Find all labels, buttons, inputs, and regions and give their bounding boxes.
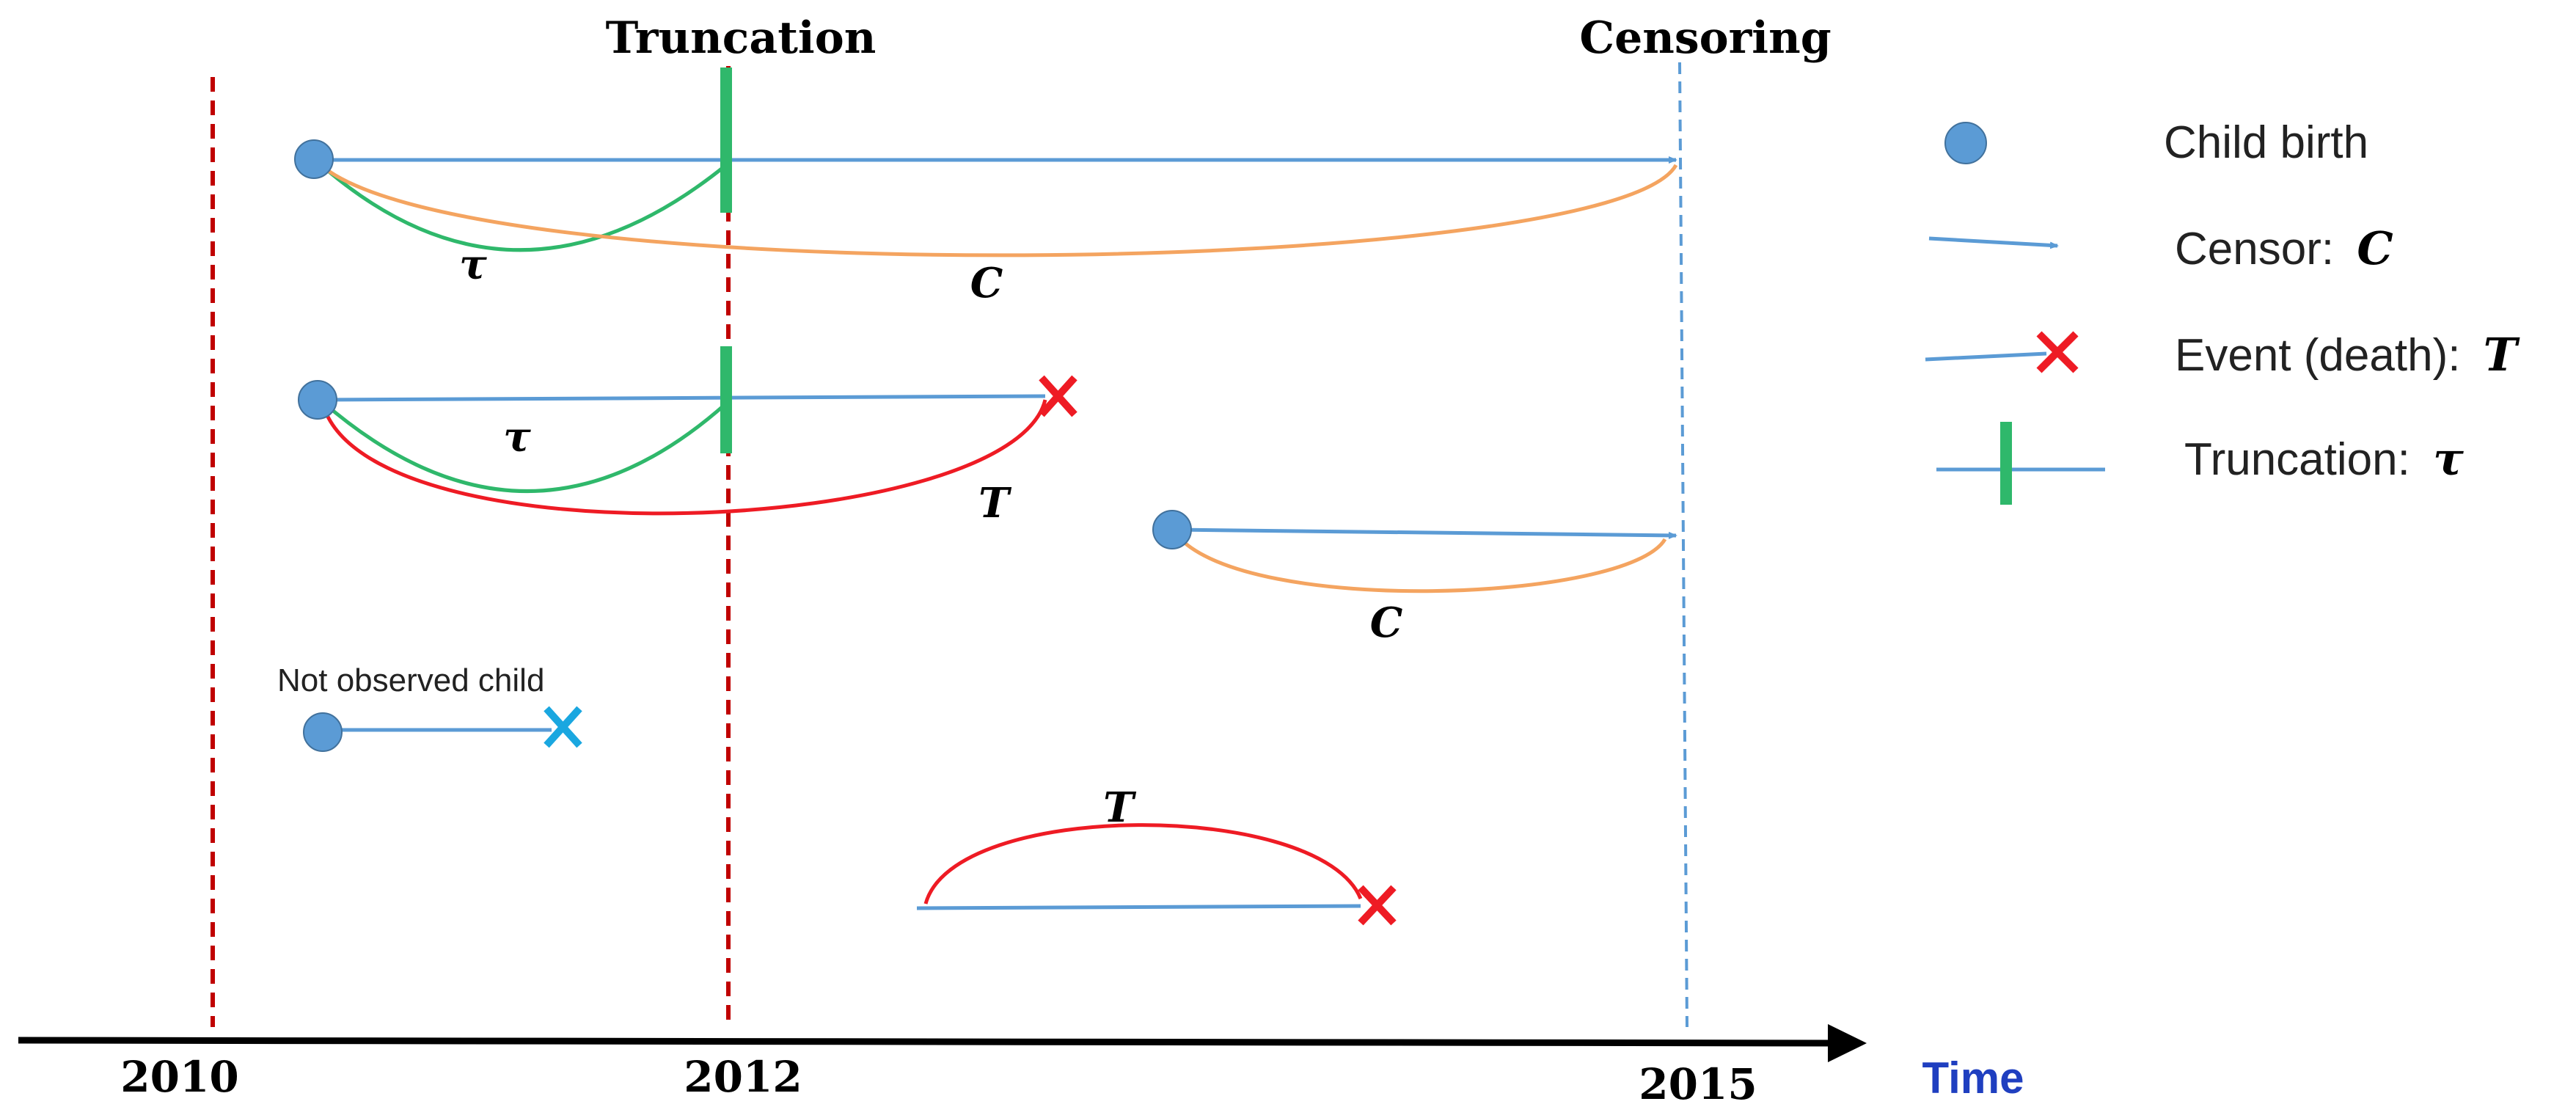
- row2-death-icon: [1039, 375, 1077, 417]
- legend-truncation-symbol: τ: [2433, 432, 2464, 486]
- legend-event-cross-icon: [2036, 331, 2079, 373]
- tick-label-2010: 2010: [120, 1052, 238, 1102]
- legend-birth-icon: [1944, 122, 1987, 164]
- row3-timeline: [1173, 527, 1677, 539]
- row5-death-icon: [1358, 885, 1397, 926]
- row2-t-label: T: [978, 479, 1012, 527]
- row3-censored-child: C: [1152, 510, 1677, 647]
- time-axis-arrowhead: [1828, 1024, 1867, 1062]
- row1-c-label: C: [970, 259, 1003, 307]
- row3-birth-icon: [1152, 510, 1192, 549]
- row3-c-arc: [1176, 534, 1667, 593]
- row1-tau-label: τ: [459, 241, 487, 289]
- row2-birth-icon: [298, 380, 337, 420]
- legend-censor-symbol: C: [2357, 222, 2393, 275]
- row2-tau-arc: [321, 401, 728, 493]
- row1-tau-arc: [314, 158, 728, 252]
- row2-death-child: τ T: [298, 346, 1077, 527]
- time-axis: 2010 2012 2015 Time: [18, 1024, 2024, 1109]
- row4-unobserved-death-icon: [544, 706, 582, 748]
- legend-truncation-label: Truncation: τ: [2184, 432, 2464, 486]
- legend-event-prefix: Event (death):: [2175, 330, 2460, 381]
- not-observed-label: Not observed child: [277, 662, 544, 698]
- legend-truncation-prefix: Truncation:: [2184, 434, 2410, 485]
- censoring-dashed-line: [1678, 62, 1688, 1028]
- legend-censor-arrow-icon: [1928, 236, 2059, 249]
- time-axis-line: [18, 1037, 1845, 1047]
- row5-t-arc: [923, 823, 1363, 905]
- row4-not-observed-child: Not observed child: [277, 662, 582, 752]
- row3-c-label: C: [1370, 599, 1403, 647]
- censoring-header: Censoring: [1579, 12, 1831, 64]
- legend-event-symbol: T: [2484, 328, 2520, 381]
- tick-label-2012: 2012: [684, 1052, 802, 1102]
- row2-t-arc: [321, 399, 1047, 516]
- legend-censor-prefix: Censor:: [2175, 224, 2334, 274]
- legend-child-birth-label: Child birth: [2164, 117, 2368, 168]
- legend-event-line-icon: [1925, 351, 2047, 362]
- truncation-header: Truncation: [606, 12, 877, 64]
- row2-tau-label: τ: [503, 413, 531, 461]
- legend-censor-label: Censor: C: [2175, 222, 2393, 275]
- legend-event-label: Event (death): T: [2175, 328, 2520, 381]
- row4-birth-icon: [303, 712, 343, 752]
- row1-c-arc: [314, 158, 1678, 257]
- row5-death-child: T: [916, 783, 1397, 926]
- row5-timeline: [916, 904, 1361, 910]
- legend: Child birth Censor: C Event (death): T T…: [1925, 117, 2520, 505]
- row1-censored-child: τ C: [294, 67, 1678, 307]
- tick-label-2015: 2015: [1639, 1059, 1757, 1109]
- time-axis-label: Time: [1922, 1053, 2024, 1103]
- row5-t-label: T: [1103, 783, 1137, 832]
- row2-timeline: [317, 394, 1046, 402]
- row1-birth-icon: [294, 139, 334, 179]
